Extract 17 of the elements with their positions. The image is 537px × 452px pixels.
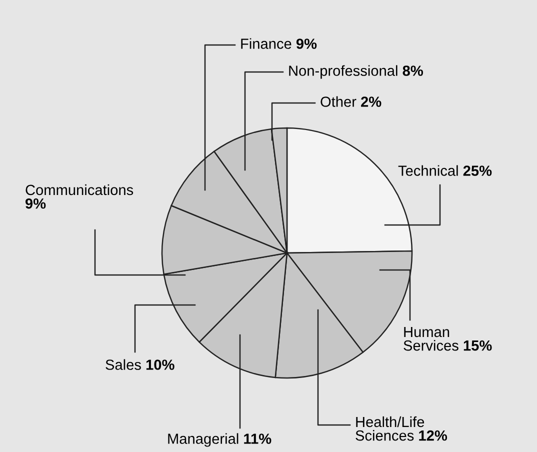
data-label: 2% xyxy=(361,96,382,107)
slice-label: Human Services xyxy=(404,326,458,351)
slice-label: Communications xyxy=(26,184,134,196)
slice-label: Finance xyxy=(241,38,292,49)
data-label: 15% xyxy=(464,340,492,351)
data-label: 10% xyxy=(146,360,174,370)
data-label: 11% xyxy=(244,434,272,444)
data-label: 9% xyxy=(296,38,317,49)
slice-label: Non-professional xyxy=(289,65,398,79)
slice-label: Managerial xyxy=(168,433,238,447)
data-label: 9% xyxy=(26,198,46,209)
data-label: 12% xyxy=(419,430,448,441)
data-label: 25% xyxy=(463,166,492,176)
slice-label: Sales xyxy=(106,359,141,370)
data-label: 8% xyxy=(402,66,423,76)
slice-label: Technical xyxy=(398,165,458,176)
slice-label: Other xyxy=(320,96,356,107)
